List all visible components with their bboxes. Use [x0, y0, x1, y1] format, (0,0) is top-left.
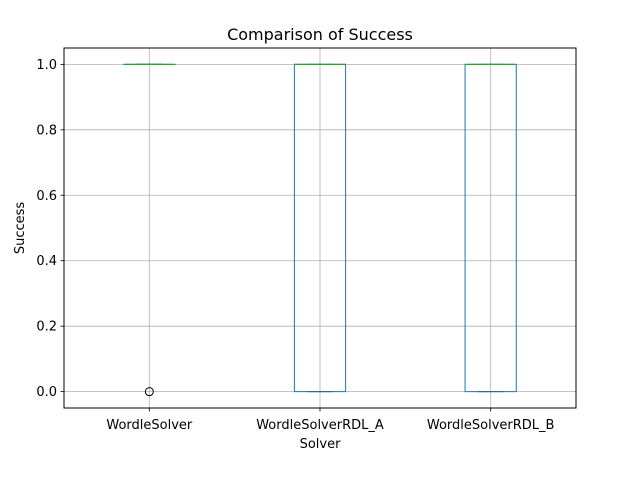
- x-tick-label: WordleSolver: [106, 418, 193, 433]
- y-axis-label: Success: [13, 202, 28, 255]
- y-tick-label: 0.0: [36, 385, 57, 400]
- box-layer: [123, 63, 517, 397]
- y-tick-label: 0.2: [36, 320, 57, 335]
- box-outlier: [144, 387, 154, 397]
- y-tick-label: 0.8: [36, 123, 57, 138]
- y-tick-label: 0.6: [36, 189, 57, 204]
- x-tick-label: WordleSolverRDL_B: [427, 418, 555, 433]
- chart-title: Comparison of Success: [227, 25, 413, 44]
- tick-layer: 0.0 0.2 0.4 0.6 0.8 1.0 WordleSolver WordleSolv…: [36, 58, 554, 433]
- y-tick-label: 0.4: [36, 254, 57, 269]
- y-tick-label: 1.0: [36, 58, 57, 73]
- x-axis-label: Solver: [300, 437, 342, 452]
- grid-layer: [64, 48, 576, 408]
- x-tick-label: WordleSolverRDL_A: [256, 418, 384, 433]
